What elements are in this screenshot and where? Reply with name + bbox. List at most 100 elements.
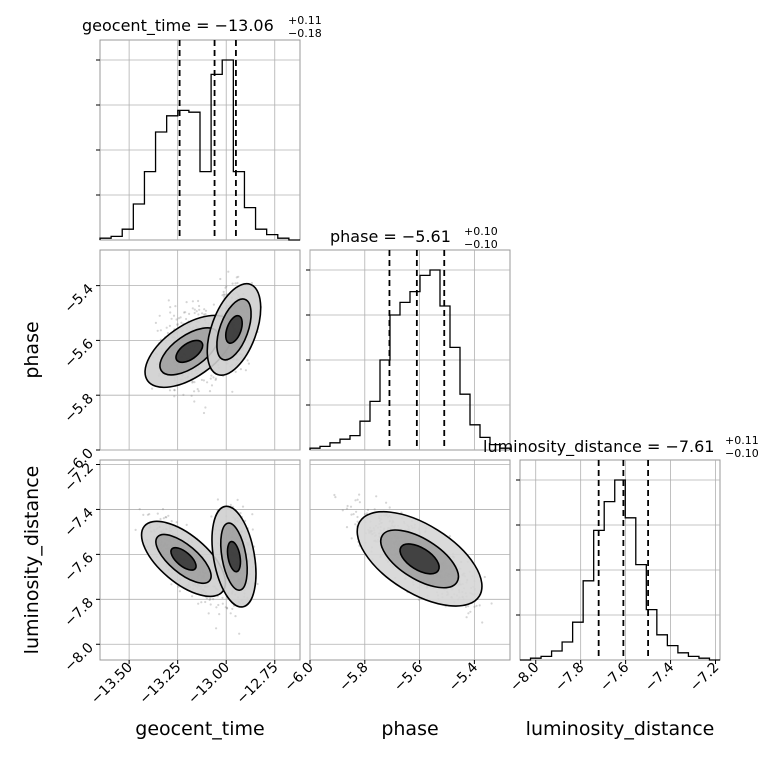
scatter-point [204,309,208,312]
scatter-point [158,314,161,317]
scatter-point [231,282,234,285]
scatter-point [198,308,201,311]
ytick-label-luminosity_distance-1: −7.8 [61,595,96,630]
scatter-point [168,389,172,392]
histogram-layer [99,40,720,661]
scatter-point [185,317,188,321]
title-luminosity-distance-sup: +0.11 [725,434,759,447]
xtick-label-phase-1: −5.8 [336,660,371,695]
scatter-point [195,310,198,313]
scatter-point [473,605,476,608]
title-geocent-time-sup: +0.11 [288,14,322,27]
scatter-point [177,317,180,320]
title-geocent-time: geocent_time = −13.06 [82,16,274,36]
scatter-point [465,616,468,619]
scatter-point [174,305,177,308]
scatter-point [212,303,215,306]
scatter-point [204,313,207,316]
scatter-point [208,598,211,602]
scatter-point [483,575,486,579]
scatter-point [400,511,403,514]
scatter-point [175,521,178,524]
scatter-point [196,388,199,391]
contour-mid-geocent-lumdist-1 [219,522,248,591]
scatter-point [204,406,207,409]
contour-inner-geocent-phase-1 [224,314,243,344]
scatter-point [236,498,239,501]
histogram-geocent_time [99,59,300,241]
scatter-point [346,504,349,508]
scatter-point [159,329,162,332]
xtick-label-phase-2: −5.6 [391,659,426,694]
scatter-point [166,331,169,335]
title-phase: phase = −5.61 [330,227,451,246]
scatter-point [234,370,237,373]
scatter-point [209,603,212,606]
scatter-point [193,381,196,384]
scatter-point [350,513,353,516]
scatter-point [223,293,226,296]
scatter-point [356,520,359,523]
scatter-point [464,605,467,609]
scatter-point [251,513,254,516]
scatter-point [185,523,188,527]
scatter-point [222,293,225,296]
scatter-point [138,508,141,511]
scatter-point [341,509,344,512]
scatter-point [234,282,237,285]
title-phase-sup: +0.10 [464,225,498,238]
scatter-point [210,515,213,518]
scatter-point [215,627,218,630]
scatter-point [224,606,227,609]
ylabel-luminosity-distance: luminosity_distance [21,466,43,655]
scatter-point [170,317,173,320]
scatter-point [229,503,232,506]
scatter-point [350,537,353,540]
scatter-point [200,378,203,381]
scatter-point [161,508,165,511]
xtick-label-geocent_time-0: −13.50 [88,660,136,708]
scatter-point [184,311,187,314]
xlabel-luminosity-distance: luminosity_distance [526,718,715,740]
xtick-label-phase-0: −6.0 [281,660,316,695]
title-luminosity-distance: luminosity_distance = −7.61 [483,437,714,457]
panel-frame-diag-0 [99,39,301,241]
scatter-point [217,603,220,607]
scatter-point [177,585,180,588]
panel-frame-geocent-lumdist [99,459,301,661]
scatter-point [224,286,227,289]
scatter-point [203,308,206,311]
scatter-point [238,632,241,635]
scatter-point [256,582,259,586]
scatter-point [176,323,179,326]
scatter-point [193,308,196,311]
scatter-point [246,359,249,362]
scatter-point [214,378,217,381]
xtick-label-geocent_time-1: −13.25 [137,660,185,708]
xtick-label-geocent_time-3: −12.75 [234,660,282,708]
scatter-point [227,270,230,273]
scatter-point [191,381,194,384]
scatter-point [209,377,212,380]
scatter-point [176,323,179,326]
scatter-point [490,602,493,605]
ytick-label-phase-1: −5.8 [61,391,96,426]
scatter-point [201,312,204,315]
scatter-point [475,604,478,607]
scatter-point [210,374,213,377]
scatter-point [215,606,218,609]
contour-outer-phase-lumdist [356,510,483,607]
scatter-point [200,601,203,604]
scatter-point [175,318,178,321]
scatter-point [385,501,388,504]
contour-outer-geocent-phase-1 [206,282,262,377]
scatter-point [334,496,337,499]
scatter-point [417,598,420,601]
scatter-point [221,602,224,605]
scatter-point [191,595,194,598]
scatter-point [231,390,234,393]
contour-mid-phase-lumdist [379,529,460,589]
xlabel-geocent-time: geocent_time [135,718,264,740]
scatter-point [202,411,206,415]
